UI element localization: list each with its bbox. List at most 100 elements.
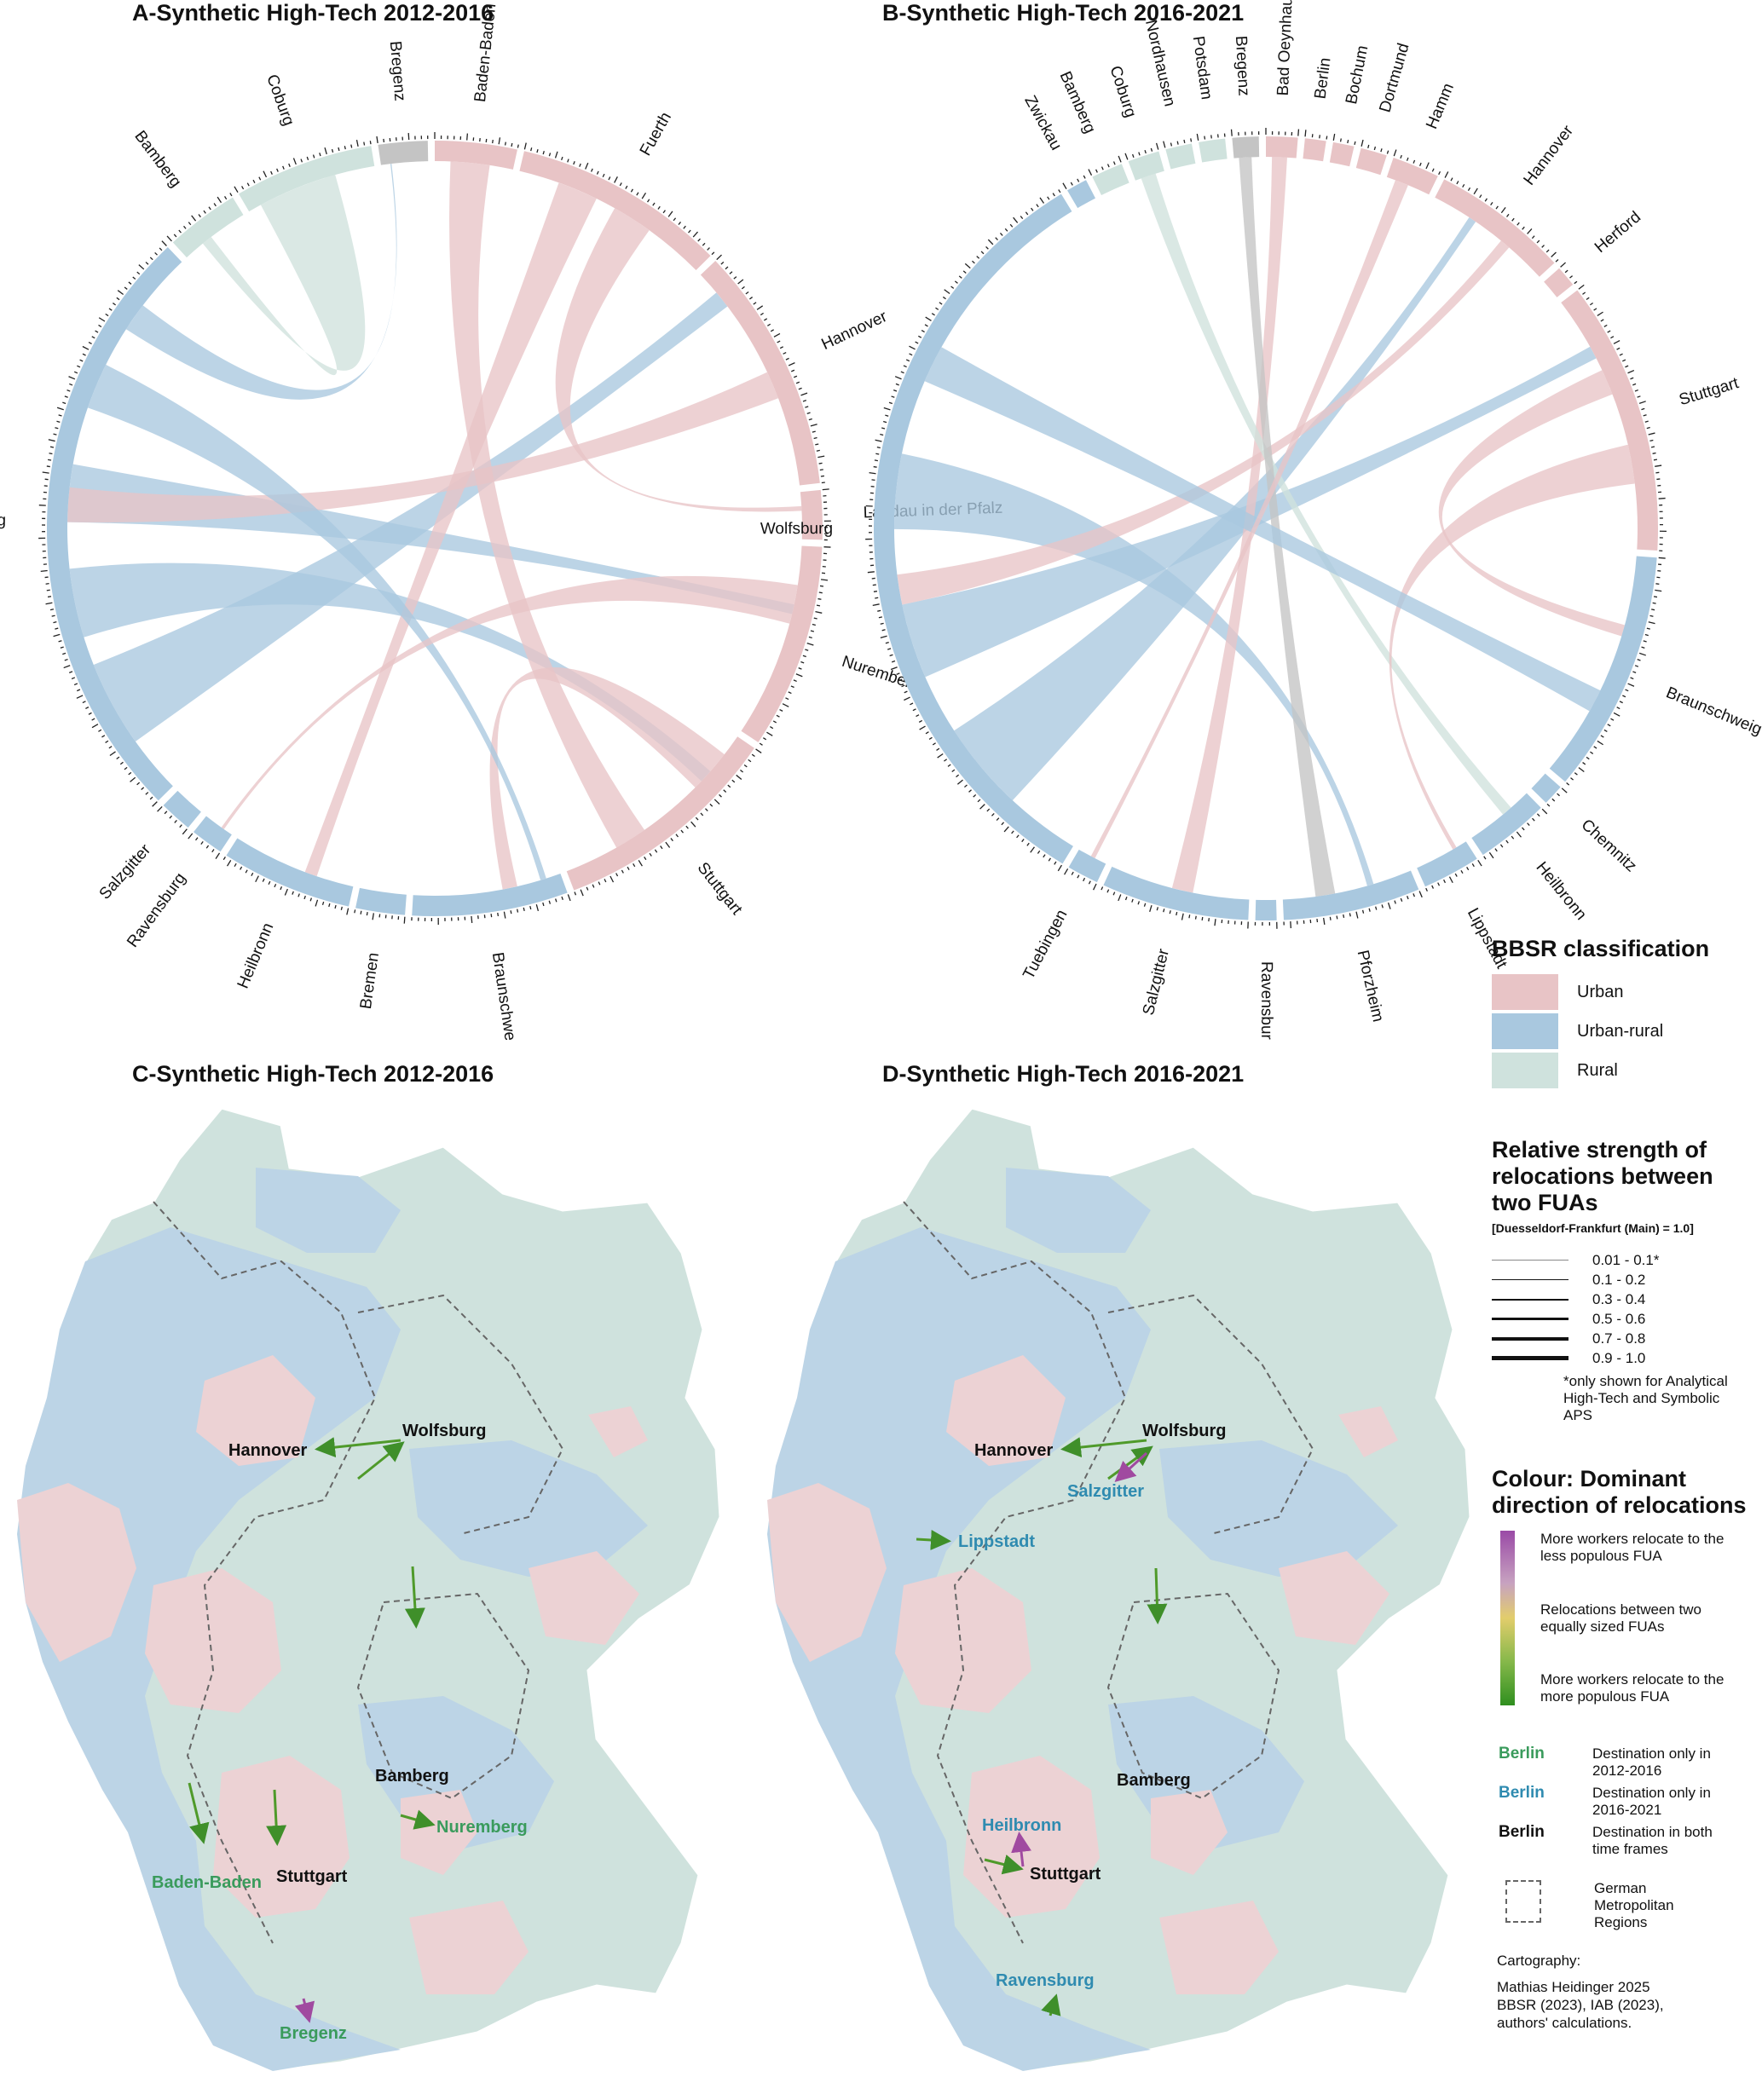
chord-b-tick (873, 465, 877, 468)
chord-a-tick (217, 196, 222, 204)
chord-b-tick (947, 764, 951, 767)
legend-line-2: 0.1 - 0.2 (1492, 1270, 1748, 1289)
chord-b-tick (1536, 813, 1540, 817)
chord-b-tick (1454, 873, 1458, 877)
chord-b-tick (1088, 880, 1091, 885)
chord-b-tick (1343, 914, 1345, 919)
chord-a-tick (346, 908, 350, 915)
chord-b-tick (1477, 859, 1482, 867)
chord-b-tick (1083, 877, 1086, 882)
legend-line-4: 0.5 - 0.6 (1492, 1309, 1748, 1329)
chord-a-tick (91, 336, 95, 339)
chord-a-tick (105, 740, 109, 743)
chord-b-sector-21 (1199, 138, 1228, 163)
chord-b-tick (1297, 129, 1300, 136)
chord-a-sector-7 (355, 887, 407, 915)
chord-b-tick (1648, 432, 1655, 436)
chord-a-tick (82, 353, 86, 356)
chord-a-tick (183, 225, 187, 229)
chord-b-tick (894, 376, 902, 380)
chord-a-tick (203, 210, 206, 214)
chord-b-tick (1578, 767, 1585, 773)
chord-a-tick (798, 387, 802, 390)
chord-b-tick (876, 447, 881, 449)
chord-a-tick (66, 389, 71, 392)
chord-a-tick (119, 761, 124, 765)
chord-b-tick (1643, 414, 1647, 417)
chord-a-tick (580, 889, 584, 897)
metro-region-swatch (1505, 1880, 1541, 1923)
chord-a-sector-6 (412, 873, 568, 916)
chord-a-tick (319, 153, 321, 157)
legend-dir-equal: Relocations between two equally sized FU… (1540, 1601, 1702, 1635)
chord-b-tick (1194, 915, 1197, 920)
chord-a-tick (697, 238, 701, 242)
chord-a-tick (711, 251, 715, 256)
chord-a-tick (62, 652, 66, 655)
chord-a-tick (793, 679, 797, 683)
chord-b-tick (1627, 683, 1635, 687)
chord-b-tick (912, 708, 916, 712)
chord-a-tick (45, 602, 53, 605)
arrow-wolfsburg-hannover-d (1060, 1437, 1147, 1458)
chord-b-tick (1071, 871, 1074, 875)
chord-a-tick (818, 462, 823, 464)
chord-a-tick (673, 217, 677, 222)
credit: Cartography: Mathias Heidinger 2025 BBSR… (1497, 1952, 1664, 2032)
chord-a-tick (229, 193, 233, 197)
chord-b-tick (1196, 133, 1199, 141)
chord-b-tick (1361, 909, 1365, 914)
chord-b-tick (1118, 894, 1122, 902)
chord-a-tick (504, 141, 506, 146)
chord-b-tick (986, 808, 991, 812)
chord-b-tick (1610, 336, 1615, 339)
chord-a-tick (812, 623, 816, 626)
chord-b-tick (1627, 369, 1635, 374)
chord-a-tick (692, 231, 698, 238)
map-d-label-ravensburg: Ravensburg (996, 1971, 1095, 1990)
chord-a-tick (548, 900, 552, 904)
chord-b-tick (1582, 291, 1586, 295)
chord-b-tick (1048, 857, 1051, 862)
chord-a-tick (73, 371, 78, 374)
chord-a-tick (785, 697, 789, 701)
chord-a-tick (596, 170, 599, 175)
chord-b-sector-8 (1549, 556, 1657, 782)
chord-b-tick (890, 666, 898, 671)
chord-b-tick (1499, 844, 1504, 848)
chord-a-tick (62, 401, 66, 405)
chord-a-tick (350, 144, 353, 148)
credit-line2: BBSR (2023), IAB (2023), (1497, 1997, 1664, 2013)
legend-strength-subtitle: [Duesseldorf-Frankfurt (Main) = 1.0] (1492, 1221, 1694, 1235)
chord-b-tick (1039, 197, 1045, 204)
legend-urban-row: Urban (1492, 972, 1748, 1012)
chord-a-tick (523, 907, 525, 911)
chord-b-tick (1462, 183, 1465, 188)
chord-b-tick (905, 359, 910, 362)
chord-b-tick (1531, 235, 1535, 239)
chord-a-sector-11 (46, 246, 182, 801)
chord-b-chord-2 (1438, 370, 1626, 637)
chord-b-tick (872, 584, 876, 586)
chord-b-tick (979, 804, 985, 810)
map-d-label-bamberg: Bamberg (1117, 1771, 1191, 1790)
chord-b-tick (950, 286, 955, 289)
chord-b-tick (1004, 228, 1008, 232)
chord-b-tick (918, 335, 922, 338)
chord-a-chord-7 (87, 364, 546, 880)
chord-b-tick (1138, 152, 1141, 156)
chord-a-tick (288, 163, 291, 167)
chord-b-tick (1574, 772, 1578, 776)
chord-b-tick (1183, 139, 1186, 144)
chord-b-tick (1118, 155, 1122, 163)
chord-a-tick (795, 381, 800, 384)
chord-b-tick (909, 353, 913, 356)
legend-dest-2016-row: Berlin Destination only in 2016-2021 (1492, 1785, 1748, 1819)
chord-b-label-22: Bregenz (1232, 35, 1253, 96)
chord-a-tick (759, 742, 763, 746)
chord-b-tick (1527, 228, 1533, 234)
chord-a-tick (777, 340, 781, 343)
chord-a-tick (817, 597, 822, 600)
chord-a-sector-1 (519, 151, 711, 270)
